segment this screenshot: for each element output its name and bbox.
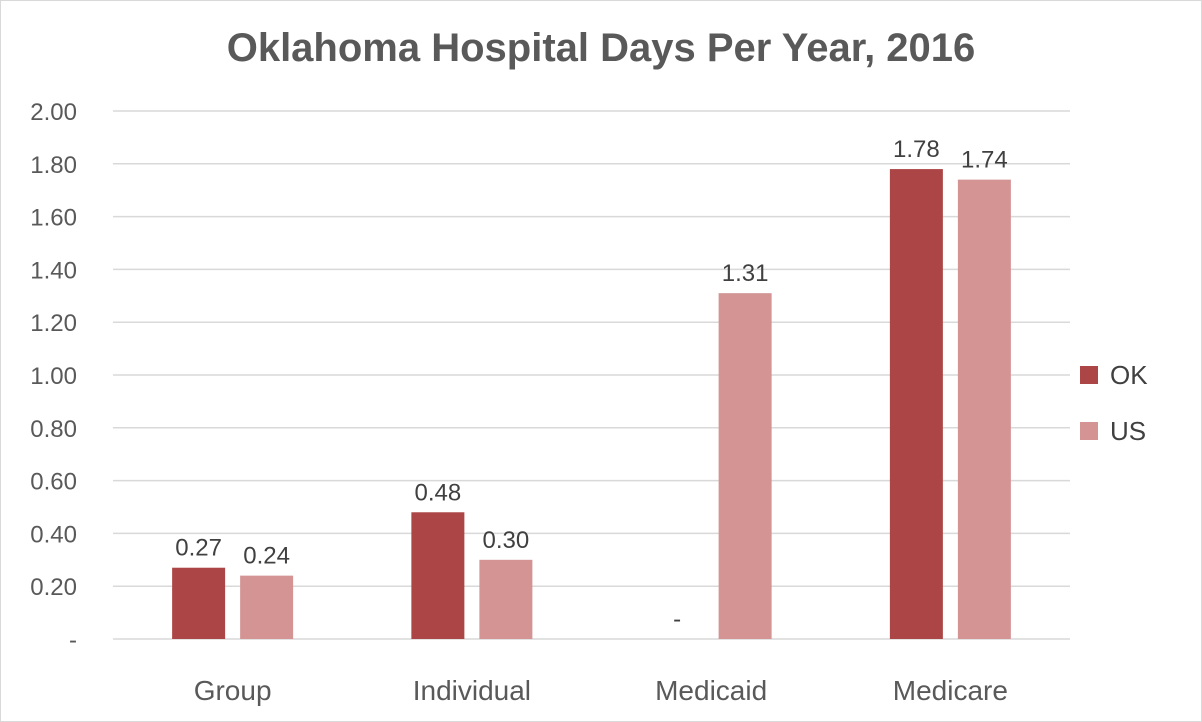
y-tick-label: 1.80 — [30, 152, 77, 179]
legend-swatch-ok — [1080, 366, 1098, 384]
x-tick-label: Individual — [413, 675, 531, 706]
data-label: 0.48 — [415, 479, 462, 506]
data-label: 1.74 — [961, 147, 1008, 174]
x-tick-label: Medicare — [893, 675, 1008, 706]
x-tick-label: Group — [194, 675, 272, 706]
y-tick-label: 0.80 — [30, 416, 77, 443]
y-tick-label: - — [69, 627, 77, 654]
y-tick-label: 0.40 — [30, 521, 77, 548]
y-tick-label: 1.40 — [30, 257, 77, 284]
y-tick-label: 1.60 — [30, 205, 77, 232]
bar-us — [718, 293, 772, 639]
bar-us — [957, 179, 1011, 639]
y-tick-label: 0.60 — [30, 469, 77, 496]
legend-swatch-us — [1080, 422, 1098, 440]
bar-ok — [411, 512, 465, 639]
data-label: 0.27 — [175, 535, 222, 562]
y-tick-label: 2.00 — [30, 99, 77, 126]
y-tick-label: 0.20 — [30, 574, 77, 601]
bar-ok — [172, 567, 226, 639]
legend-item-ok: OK — [1080, 355, 1148, 395]
x-tick-label: Medicaid — [655, 675, 767, 706]
chart-title: Oklahoma Hospital Days Per Year, 2016 — [226, 26, 976, 70]
data-label: - — [673, 606, 681, 633]
y-tick-label: 1.00 — [30, 363, 77, 390]
data-label: 1.31 — [722, 260, 769, 287]
data-label: 0.24 — [243, 543, 290, 570]
bar-us — [240, 575, 294, 639]
legend-label-us: US — [1110, 415, 1147, 446]
legend: OK US — [1080, 355, 1148, 467]
data-label: 1.78 — [893, 136, 940, 163]
legend-label-ok: OK — [1110, 359, 1148, 390]
legend-item-us: US — [1080, 411, 1148, 451]
y-tick-label: 1.20 — [30, 310, 77, 337]
data-label: 0.30 — [483, 527, 530, 554]
bar-us — [479, 559, 533, 639]
bar-ok — [889, 169, 943, 639]
